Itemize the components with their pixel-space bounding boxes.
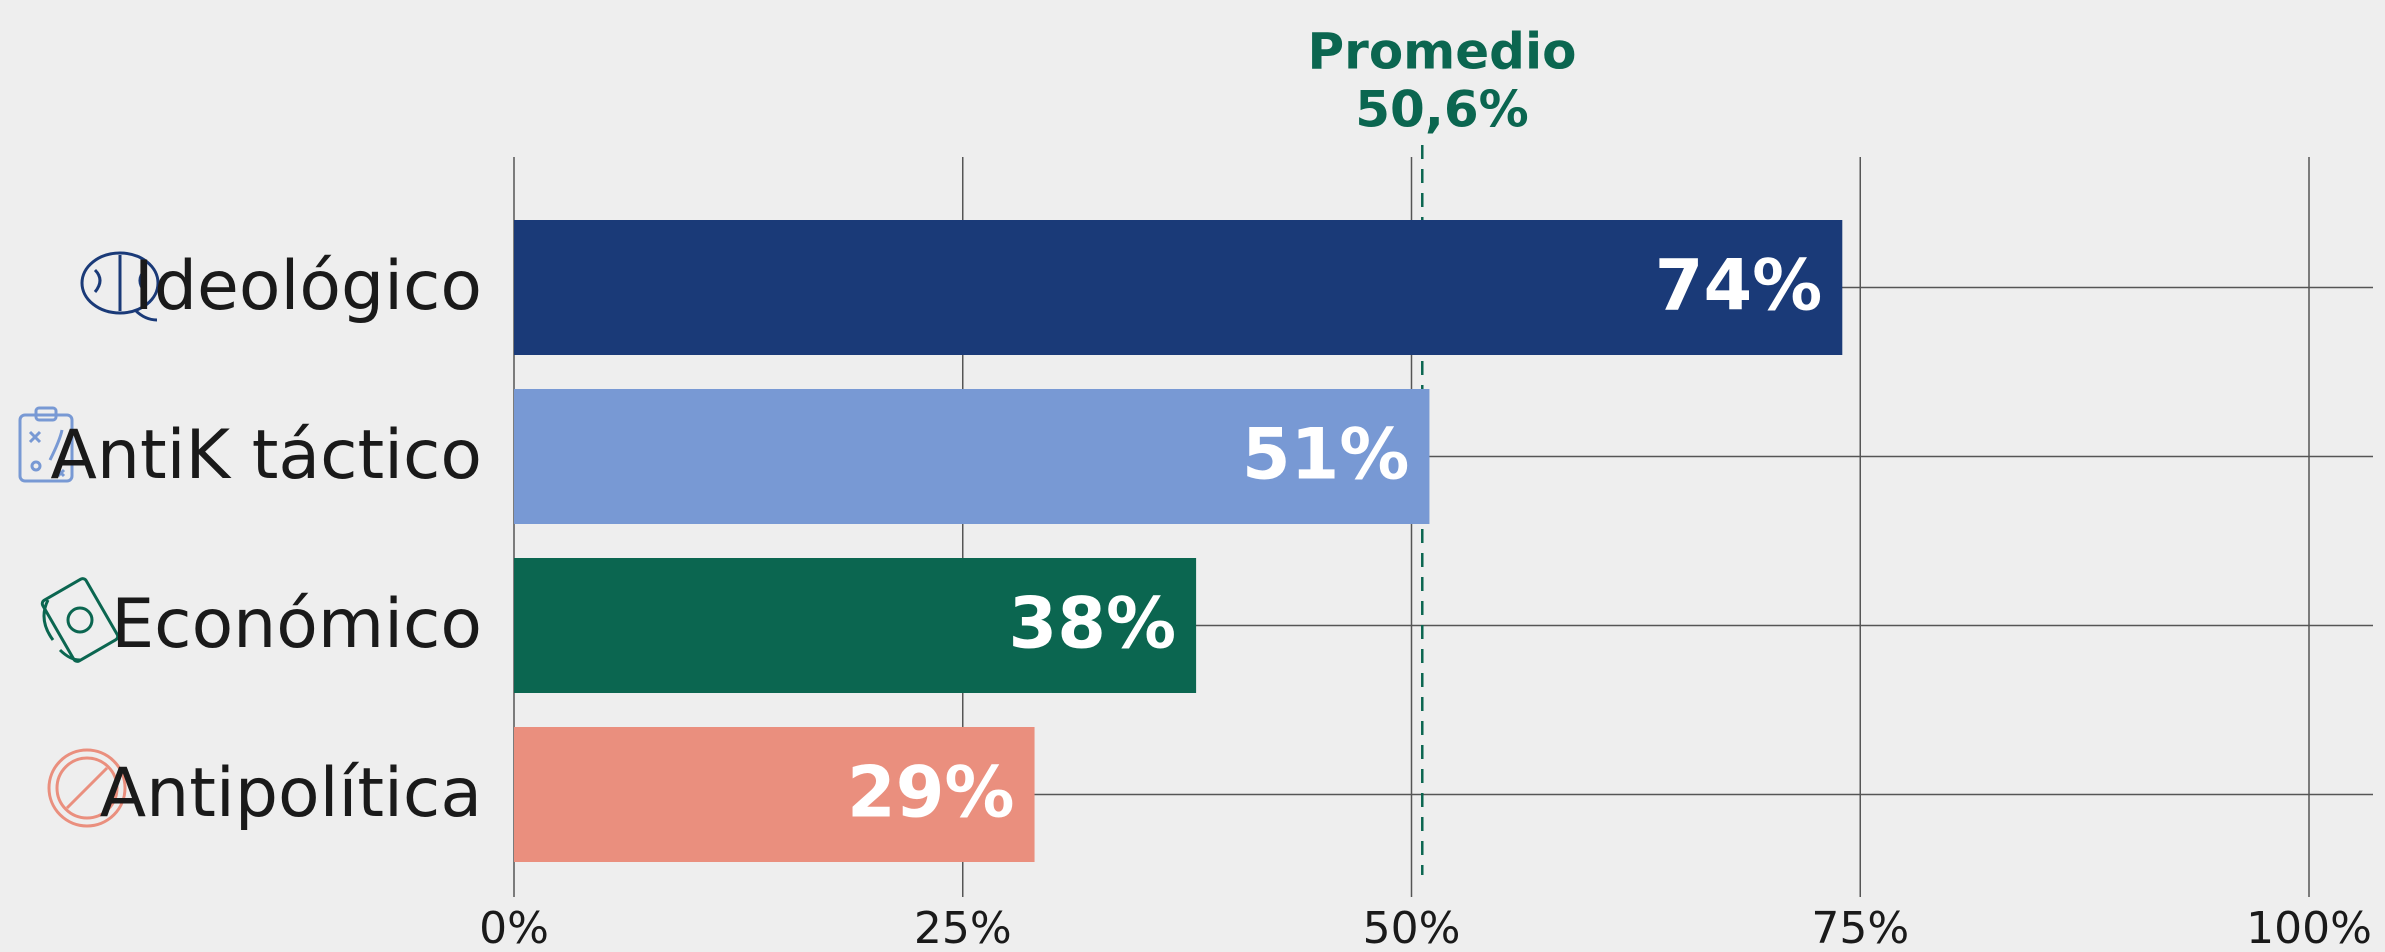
x-tick-label: 25%	[914, 903, 1012, 952]
bar	[514, 727, 1035, 862]
category-label: Económico	[111, 585, 482, 664]
value-label: 29%	[847, 752, 1015, 834]
value-label: 51%	[1242, 414, 1410, 496]
average-label: Promedio	[1308, 23, 1577, 81]
category-label: Ideológico	[134, 247, 482, 326]
average-value: 50,6%	[1355, 81, 1528, 139]
x-tick-label: 75%	[1811, 903, 1909, 952]
icons	[18, 251, 160, 828]
category-label: AntiK táctico	[50, 416, 482, 495]
x-tick-label: 100%	[2246, 903, 2372, 952]
bar	[514, 389, 1430, 524]
value-label: 74%	[1655, 245, 1823, 327]
bar	[514, 220, 1843, 355]
x-tick-label: 0%	[479, 903, 549, 952]
category-label: Antipolítica	[100, 754, 482, 833]
money-icon	[40, 577, 120, 663]
bar	[514, 558, 1197, 693]
prohibited-icon	[47, 748, 127, 828]
x-tick-label: 50%	[1363, 903, 1461, 952]
value-label: 38%	[1009, 583, 1177, 665]
clipboard-icon	[18, 406, 74, 483]
brain-icon	[80, 251, 160, 322]
